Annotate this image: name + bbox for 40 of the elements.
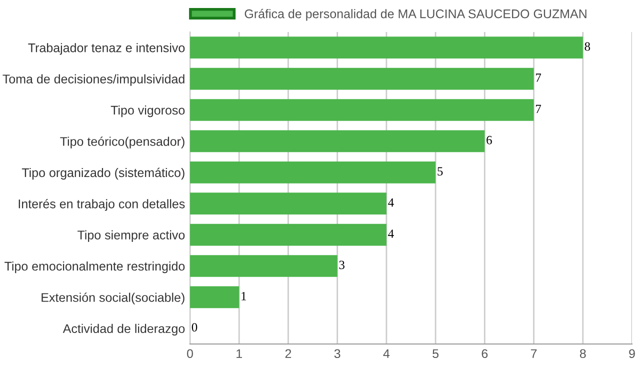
y-tick-label: Trabajador tenaz e intensivo	[28, 43, 185, 55]
x-tick-label: 4	[383, 349, 390, 358]
bar	[190, 36, 583, 59]
data-label: 8	[584, 42, 590, 51]
bar	[190, 161, 436, 184]
y-tick-label: Tipo teórico(pensador)	[60, 136, 184, 148]
bar	[190, 130, 485, 152]
y-tick-label: Interés en trabajo con detalles	[18, 198, 185, 211]
y-tick-label: Extensión social(sociable)	[42, 292, 184, 304]
data-label: 6	[486, 136, 492, 144]
data-label: 5	[438, 167, 443, 176]
y-tick-label: Tipo organizado (sistemático)	[22, 168, 184, 180]
x-tick-label: 8	[580, 349, 586, 358]
bar	[190, 224, 386, 246]
data-label: 4	[388, 230, 394, 238]
y-tick-label: Tipo siempre activo	[78, 230, 185, 242]
bar	[190, 192, 386, 215]
legend-label: Gráfica de personalidad de MA LUCINA SAUCEDO GUZMAN	[244, 8, 586, 21]
x-tick-label: 3	[334, 349, 340, 358]
x-tick-label: 7	[530, 349, 537, 358]
data-label: 4	[388, 198, 394, 207]
x-tick-label: 0	[187, 349, 193, 358]
x-tick-label: 1	[236, 349, 242, 358]
x-tick-label: 5	[432, 349, 439, 358]
y-tick-label: Actividad de liderazgo	[62, 324, 185, 336]
x-tick-label: 6	[482, 349, 488, 358]
bar	[190, 286, 240, 308]
x-tick-label: 2	[285, 349, 292, 358]
x-tick-label: 9	[629, 349, 635, 358]
bar	[190, 68, 534, 90]
data-label: 7	[536, 104, 542, 114]
y-tick-label: Tipo emocionalmente restringido	[4, 261, 185, 274]
y-tick-label: Toma de decisiones/impulsividad	[2, 74, 184, 86]
data-label: 3	[339, 260, 344, 270]
y-tick-label: Tipo vigoroso	[110, 105, 185, 118]
data-label: 0	[192, 323, 198, 332]
bar	[190, 99, 534, 121]
bar	[190, 255, 338, 277]
data-label: 7	[536, 74, 542, 82]
data-label: 1	[242, 292, 246, 300]
